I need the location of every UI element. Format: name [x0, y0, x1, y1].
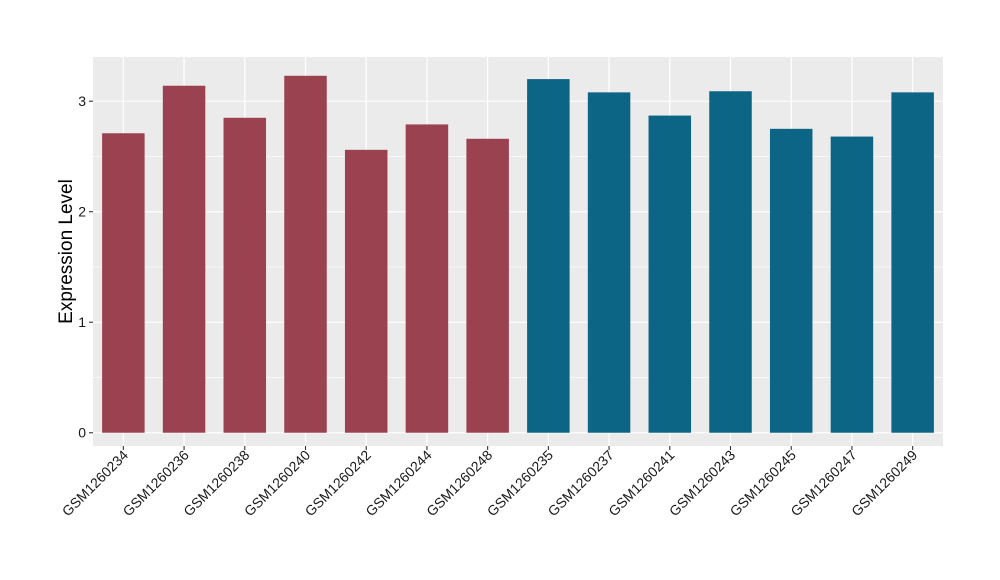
bar-gsm1260237 [587, 92, 631, 433]
bars [102, 75, 934, 433]
bar-gsm1260235 [527, 79, 570, 433]
bar-gsm1260249 [891, 92, 934, 433]
bar-gsm1260241 [648, 115, 692, 433]
plot-panel [93, 57, 943, 446]
bar-gsm1260240 [284, 75, 327, 433]
y-tick-label: 0 [78, 425, 86, 441]
bar-gsm1260248 [466, 138, 509, 433]
bar-gsm1260243 [709, 91, 752, 433]
bar-gsm1260244 [405, 124, 449, 433]
bar-gsm1260242 [344, 149, 388, 433]
bar-gsm1260245 [769, 128, 813, 433]
y-tick-label: 3 [78, 93, 86, 109]
bar-gsm1260234 [102, 133, 145, 433]
bar-gsm1260247 [830, 136, 874, 433]
bar-gsm1260236 [162, 85, 206, 433]
bar-gsm1260238 [223, 117, 267, 433]
y-tick-label: 1 [78, 314, 86, 330]
y-axis-title: Expression Level [56, 179, 77, 324]
y-axis: 0 1 2 3 [78, 93, 93, 441]
x-axis: GSM1260234GSM1260236GSM1260238GSM1260240… [59, 446, 921, 519]
y-tick-label: 2 [78, 204, 86, 220]
